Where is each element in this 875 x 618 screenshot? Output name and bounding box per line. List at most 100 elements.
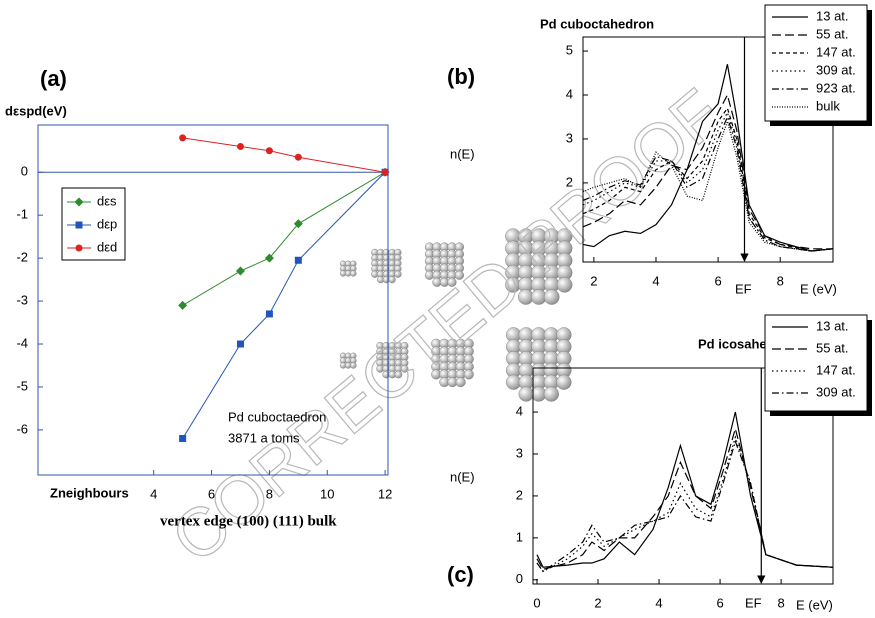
- series-line: [582, 106, 834, 252]
- xlabel2: vertex edge (100) (111) bulk: [160, 513, 337, 529]
- legend-label: 55 at.: [816, 340, 849, 355]
- series-line: [536, 426, 834, 571]
- x-tick-label: 4: [655, 595, 662, 610]
- plot-frame: [582, 36, 834, 263]
- series-line: [182, 171, 386, 306]
- legend-label: 147 at.: [816, 362, 856, 377]
- x-tick-label: 10: [320, 486, 334, 501]
- cluster-atom: [556, 276, 573, 293]
- series-line: [536, 439, 834, 573]
- y-tick-label: -2: [16, 250, 28, 265]
- series-line: [582, 119, 834, 252]
- y-tick-label: 0: [516, 571, 523, 586]
- plot-frame: [37, 124, 389, 476]
- cluster-atom: [556, 374, 572, 390]
- y-tick-label: 1: [516, 529, 523, 544]
- series-line: [582, 111, 834, 252]
- legend-label: dεd: [97, 239, 117, 254]
- y-tick-label: 4: [566, 86, 573, 101]
- marker: [179, 434, 187, 442]
- x-tick-label: 6: [716, 595, 723, 610]
- cluster-atom: [543, 386, 559, 402]
- legend-label: 55 at.: [816, 26, 849, 41]
- panel-label: (b): [447, 64, 475, 89]
- plot-frame: [532, 367, 834, 585]
- ylabel: dεspd(eV): [5, 103, 67, 118]
- cluster-atom: [543, 289, 560, 305]
- fermi-label: EF: [735, 281, 752, 296]
- y-tick-label: -3: [16, 293, 28, 308]
- legend-label: dεp: [97, 216, 117, 231]
- x-tick-label: 6: [714, 273, 721, 288]
- y-tick-label: 5: [566, 43, 573, 58]
- series-line: [582, 93, 833, 250]
- cluster-atom: [394, 270, 402, 278]
- fermi-label: EF: [745, 595, 762, 610]
- legend-label: bulk: [816, 98, 840, 113]
- panel-label: (a): [40, 66, 67, 91]
- series-line: [536, 411, 834, 568]
- marker: [381, 168, 389, 176]
- x-tick-label: 6: [208, 486, 215, 501]
- legend-label: 147 at.: [816, 44, 856, 59]
- cluster-atom: [454, 270, 465, 280]
- marker: [235, 266, 245, 276]
- marker: [236, 340, 244, 348]
- y-tick-label: 3: [516, 445, 523, 460]
- y-tick-label: 3: [566, 130, 573, 145]
- marker: [264, 253, 274, 263]
- x-tick-label: 8: [266, 486, 273, 501]
- cluster-atom: [400, 364, 409, 373]
- title: Pd cuboctahedron: [540, 16, 654, 31]
- series-line: [582, 115, 834, 252]
- x-tick-label: 12: [378, 486, 392, 501]
- marker: [75, 244, 83, 252]
- series-line: [536, 435, 834, 573]
- panel-label: (c): [447, 562, 474, 587]
- cluster-atom: [388, 276, 396, 284]
- cluster-atom: [463, 369, 474, 380]
- ylabel: n(E): [450, 469, 475, 484]
- cluster-atom: [455, 377, 466, 388]
- legend-box: [764, 314, 868, 412]
- cluster-atom: [350, 362, 357, 369]
- x-tick-label: 2: [590, 273, 597, 288]
- series-line: [182, 137, 386, 173]
- cluster-atom: [350, 270, 357, 277]
- xlabel: E (eV): [796, 597, 833, 612]
- x-tick-label: 4: [652, 273, 659, 288]
- marker: [294, 153, 302, 161]
- x-tick-label: 8: [777, 273, 784, 288]
- legend-box: [764, 4, 868, 122]
- x-tick-label: 4: [150, 486, 157, 501]
- cluster-atom: [394, 370, 403, 379]
- y-tick-label: 2: [516, 487, 523, 502]
- legend-label: 309 at.: [816, 384, 856, 399]
- marker: [294, 256, 302, 264]
- marker: [293, 219, 303, 229]
- marker: [179, 134, 187, 142]
- xlabel: E (eV): [800, 281, 837, 296]
- y-tick-label: 0: [21, 164, 28, 179]
- marker: [178, 300, 188, 310]
- y-tick-label: -4: [16, 335, 28, 350]
- marker: [236, 142, 244, 150]
- y-tick-label: 4: [516, 403, 523, 418]
- watermark: CORRECTED PROOF: [158, 75, 736, 578]
- y-tick-label: -5: [16, 378, 28, 393]
- marker: [75, 221, 83, 229]
- marker: [265, 147, 273, 155]
- x-tick-label: 8: [778, 595, 785, 610]
- ylabel: n(E): [450, 146, 475, 161]
- cluster-atom: [447, 277, 457, 287]
- marker: [265, 310, 273, 318]
- x-tick-label: 0: [533, 595, 540, 610]
- y-tick-label: -1: [16, 207, 28, 222]
- y-tick-label: -6: [16, 421, 28, 436]
- legend-label: 13 at.: [816, 318, 849, 333]
- legend-label: 309 at.: [816, 62, 856, 77]
- x-tick-label: 2: [594, 595, 601, 610]
- y-tick-label: 2: [566, 174, 573, 189]
- legend-label: 13 at.: [816, 8, 849, 23]
